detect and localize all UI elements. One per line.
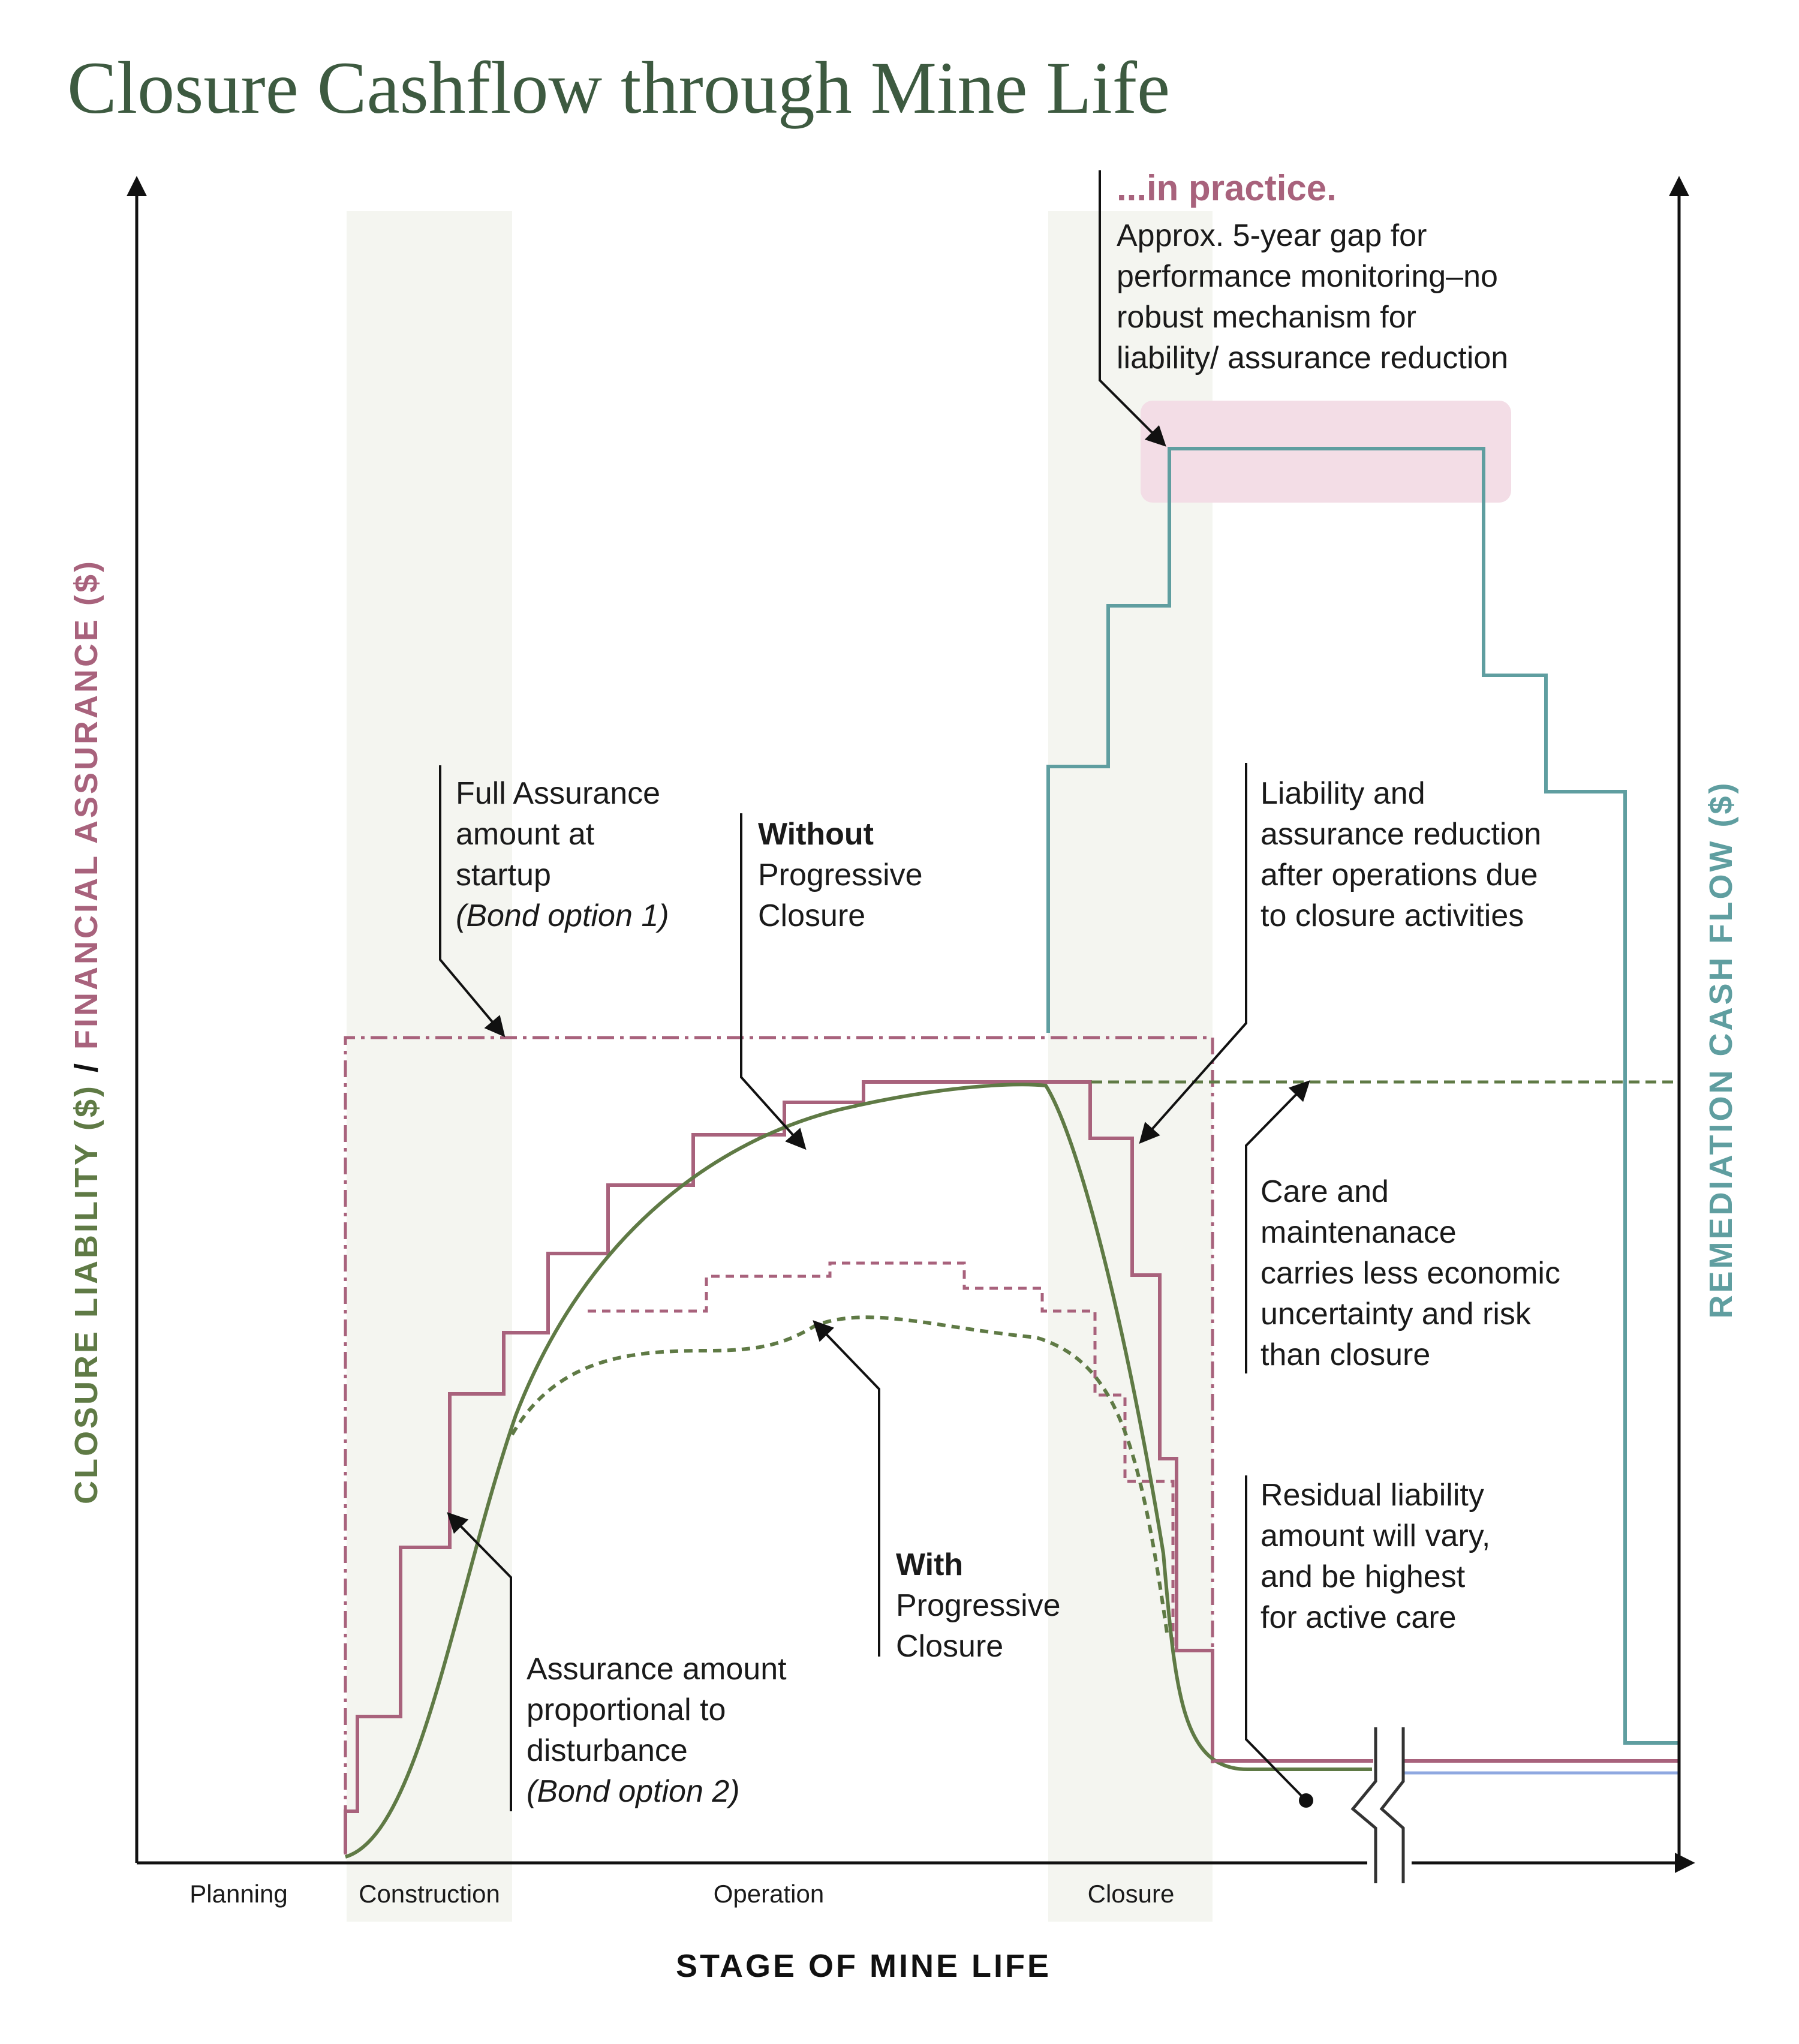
care-line-5: than closure bbox=[1260, 1337, 1430, 1372]
x-axis-title: STAGE OF MINE LIFE bbox=[676, 1948, 1051, 1984]
care-text: Care and maintenanace carries less econo… bbox=[1260, 1174, 1569, 1372]
care-line-2: maintenanace bbox=[1260, 1215, 1457, 1250]
with-bold: With bbox=[896, 1547, 963, 1582]
stage-label-construction: Construction bbox=[359, 1880, 500, 1908]
care-line-1: Care and bbox=[1260, 1174, 1389, 1209]
practice-line-3: robust mechanism for bbox=[1117, 300, 1416, 335]
without-leader bbox=[740, 813, 807, 1150]
proportional-text: Assurance amount proportional to disturb… bbox=[527, 1652, 795, 1809]
without-line-1: Progressive bbox=[758, 858, 923, 892]
page-title: Closure Cashflow through Mine Life bbox=[67, 47, 1170, 129]
without-text: Without Progressive Closure bbox=[758, 817, 931, 933]
y-axis-left-assurance: FINANCIAL ASSURANCE ($) bbox=[68, 559, 104, 1050]
proportional-line-2: proportional to bbox=[527, 1693, 726, 1727]
practice-heading: ...in practice. bbox=[1117, 168, 1337, 208]
full-assurance-line-1: Full Assurance bbox=[456, 776, 660, 811]
residual-line-3: and be highest bbox=[1260, 1559, 1466, 1594]
practice-line-4: liability/ assurance reduction bbox=[1117, 341, 1508, 375]
remediation-cashflow-line bbox=[1046, 447, 1679, 1745]
with-line-2: Closure bbox=[896, 1629, 1003, 1664]
full-assurance-leader bbox=[439, 765, 506, 1038]
axis-break-left bbox=[1350, 1727, 1377, 1883]
residual-line-4: for active care bbox=[1260, 1600, 1457, 1635]
with-line-1: Progressive bbox=[896, 1588, 1061, 1623]
liability-without-progressive-curve bbox=[345, 1083, 1372, 1859]
full-assurance-text: Full Assurance amount at startup (Bond o… bbox=[456, 776, 669, 933]
liability-with-progressive-curve bbox=[510, 1315, 1169, 1633]
with-leader bbox=[813, 1320, 880, 1657]
assurance-without-progressive-line bbox=[344, 1080, 1679, 1853]
practice-text: Approx. 5-year gap for performance monit… bbox=[1117, 218, 1508, 375]
reduction-line-4: to closure activities bbox=[1260, 898, 1524, 933]
residual-line-2: amount will vary, bbox=[1260, 1519, 1490, 1553]
proportional-leader bbox=[447, 1512, 512, 1811]
full-assurance-line-2: amount at bbox=[456, 817, 595, 852]
reduction-leader bbox=[1139, 763, 1247, 1144]
proportional-line-1: Assurance amount bbox=[527, 1652, 787, 1687]
with-text: With Progressive Closure bbox=[896, 1547, 1069, 1664]
practice-leader bbox=[1099, 170, 1166, 447]
y-axis-left-separator: / bbox=[68, 1050, 104, 1084]
y-axis-left-liability: CLOSURE LIABILITY ($) bbox=[68, 1084, 104, 1504]
y-axis-right-title: REMEDIATION CASH FLOW ($) bbox=[1703, 781, 1739, 1319]
construction-band bbox=[347, 211, 512, 1922]
reduction-line-2: assurance reduction bbox=[1260, 817, 1541, 852]
without-line-2: Closure bbox=[758, 898, 865, 933]
practice-line-2: performance monitoring–no bbox=[1117, 259, 1498, 294]
full-assurance-italic: (Bond option 1) bbox=[456, 898, 669, 933]
without-bold: Without bbox=[758, 817, 874, 852]
reduction-line-1: Liability and bbox=[1260, 776, 1425, 811]
residual-text: Residual liability amount will vary, and… bbox=[1260, 1478, 1499, 1635]
y-axis-left-title: CLOSURE LIABILITY ($) / FINANCIAL ASSURA… bbox=[68, 559, 104, 1504]
stage-label-planning: Planning bbox=[189, 1880, 287, 1908]
full-assurance-line-3: startup bbox=[456, 858, 551, 892]
full-assurance-bond-line bbox=[344, 1036, 1214, 1854]
practice-line-1: Approx. 5-year gap for bbox=[1117, 218, 1427, 253]
residual-line-1: Residual liability bbox=[1260, 1478, 1484, 1513]
monitoring-gap-highlight bbox=[1141, 401, 1511, 503]
proportional-italic: (Bond option 2) bbox=[527, 1774, 740, 1809]
assurance-with-progressive-line bbox=[588, 1261, 1175, 1651]
reduction-line-3: after operations due bbox=[1260, 858, 1538, 892]
reduction-text: Liability and assurance reduction after … bbox=[1260, 776, 1550, 933]
residual-leader bbox=[1245, 1475, 1306, 1800]
care-leader bbox=[1245, 1080, 1310, 1373]
care-line-4: uncertainty and risk bbox=[1260, 1297, 1532, 1331]
stage-label-closure: Closure bbox=[1088, 1880, 1175, 1908]
axis-break-right bbox=[1379, 1727, 1405, 1883]
care-line-3: carries less economic bbox=[1260, 1256, 1560, 1291]
stage-label-operation: Operation bbox=[714, 1880, 824, 1908]
axis-break-gap bbox=[1373, 1727, 1404, 1883]
proportional-line-3: disturbance bbox=[527, 1733, 688, 1768]
residual-marker-dot bbox=[1299, 1793, 1313, 1808]
